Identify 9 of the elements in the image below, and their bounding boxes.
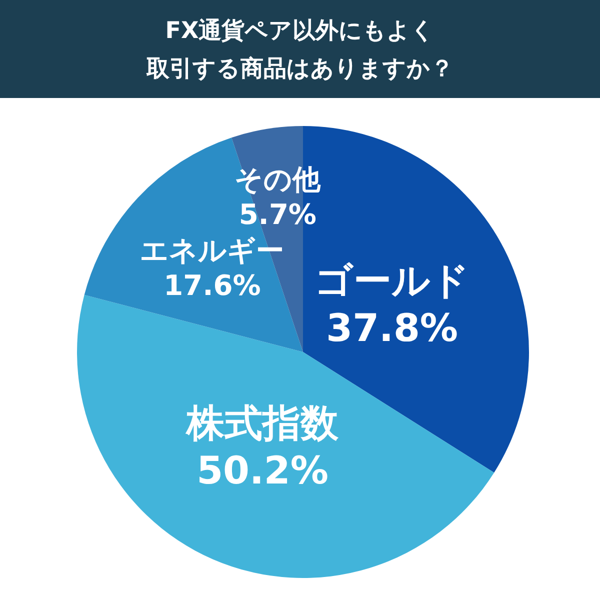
data-label: 17.6% — [164, 269, 261, 302]
slice-label: その他 — [234, 162, 322, 196]
chart-title: FX通貨ペア以外にもよく取引する商品はありますか？ — [146, 18, 454, 82]
data-label: 50.2% — [196, 448, 328, 492]
slice-label: エネルギー — [140, 234, 284, 268]
data-label: 37.8% — [326, 306, 458, 350]
slice-label: 株式指数 — [184, 400, 340, 445]
data-label: 5.7% — [238, 198, 316, 231]
slice-label: ゴールド — [314, 258, 470, 302]
